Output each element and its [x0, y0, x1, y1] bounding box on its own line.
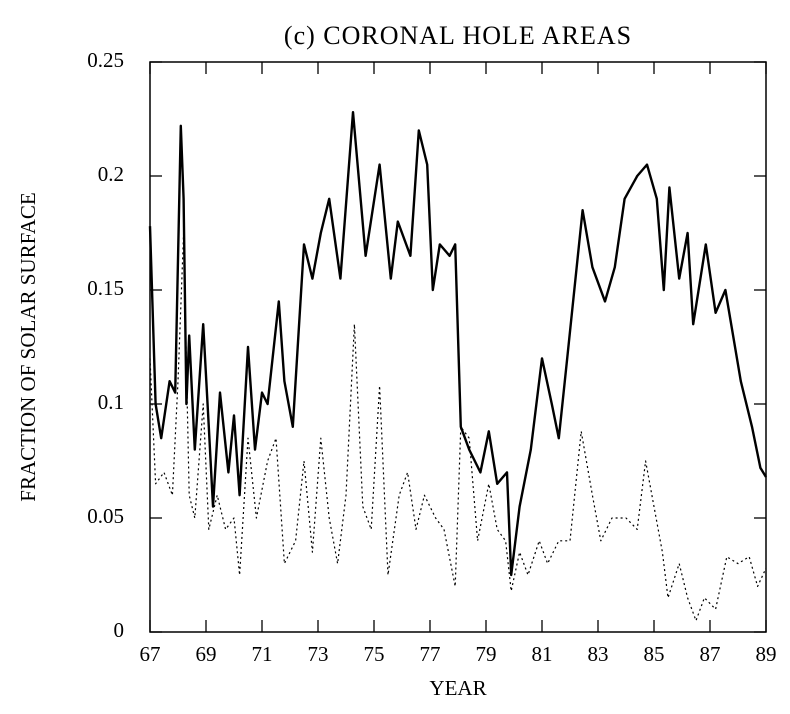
x-axis-label: YEAR	[429, 676, 486, 700]
chart-title: (c) CORONAL HOLE AREAS	[284, 21, 632, 50]
x-tick-label: 69	[196, 642, 217, 666]
plot-frame	[149, 61, 767, 633]
x-tick-label: 81	[532, 642, 553, 666]
x-tick-label: 71	[252, 642, 273, 666]
y-tick-label: 0.1	[98, 390, 124, 414]
x-tick-label: 75	[364, 642, 385, 666]
data-line	[149, 232, 767, 622]
x-tick-label: 67	[140, 642, 161, 666]
x-tick-label: 87	[700, 642, 721, 666]
x-tick-label: 77	[420, 642, 441, 666]
x-tick-label: 85	[644, 642, 665, 666]
y-axis-label: FRACTION OF SOLAR SURFACE	[16, 192, 40, 501]
y-tick-label: 0.05	[87, 504, 124, 528]
y-tick-label: 0.2	[98, 162, 124, 186]
x-tick-label: 89	[756, 642, 777, 666]
x-tick-label: 83	[588, 642, 609, 666]
x-tick-label: 73	[308, 642, 329, 666]
y-tick-label: 0	[114, 618, 125, 642]
y-tick-label: 0.15	[87, 276, 124, 300]
x-tick-label: 79	[476, 642, 497, 666]
y-tick-label: 0.25	[87, 48, 124, 72]
data-line	[148, 110, 768, 577]
